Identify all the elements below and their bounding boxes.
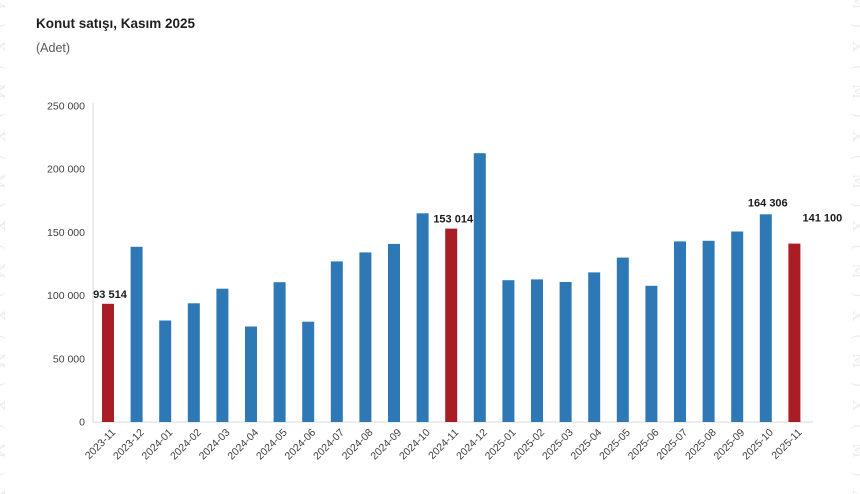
bar-2024-08 [359, 252, 372, 422]
bar-2024-04 [245, 326, 257, 422]
bar-2025-06 [645, 285, 658, 422]
bar-2024-12 [473, 153, 486, 422]
y-tick-label: 100 000 [47, 290, 85, 302]
y-tick-label: 200 000 [47, 164, 85, 176]
value-label-2024-11: 153 014 [433, 214, 474, 226]
bar-2024-01 [159, 320, 172, 422]
value-label-2025-11: 141 100 [803, 213, 843, 225]
y-tick-label: 250 000 [47, 101, 85, 113]
y-tick-label: 50 000 [53, 353, 85, 365]
bar-2025-11 [788, 243, 801, 422]
y-tick-label: 0 [79, 417, 85, 429]
bar-2024-05 [273, 282, 286, 422]
bar-2024-06 [302, 321, 315, 422]
x-tick-label-2025-10: 2025-10 [740, 427, 776, 463]
bar-2025-07 [674, 241, 686, 422]
bar-2023-12 [130, 246, 143, 422]
bar-2024-09 [388, 243, 400, 422]
bar-2025-02 [531, 279, 543, 422]
chart-title: Konut satışı, Kasım 2025 [36, 16, 196, 31]
chart-unit-label: (Adet) [36, 41, 71, 55]
value-label-2025-10: 164 306 [748, 197, 788, 209]
bar-2025-08 [702, 240, 715, 422]
bar-2024-07 [330, 261, 343, 422]
bar-2025-03 [559, 282, 572, 422]
y-tick-label: 150 000 [47, 227, 85, 239]
bar-2024-03 [216, 288, 229, 422]
right-edge-ornament: M)X(M)X(M)X(M)X(M)X(M)X(M)X(M)X(M)X(M)X(… [851, 0, 860, 494]
bar-2025-01 [502, 280, 515, 422]
bar-2025-09 [731, 231, 744, 422]
value-label-2023-11: 93 514 [93, 289, 128, 301]
bar-2024-11 [445, 228, 458, 422]
bar-2023-11 [102, 303, 114, 422]
bar-2024-10 [416, 213, 429, 422]
bar-2025-04 [588, 272, 601, 422]
bar-2024-02 [187, 303, 200, 422]
x-tick-label-2025-11: 2025-11 [769, 427, 804, 462]
x-tick-label-2024-10: 2024-10 [397, 427, 433, 463]
left-edge-ornament: M)X(M)X(M)X(M)X(M)X(M)X(M)X(M)X(M)X(M)X(… [0, 0, 8, 494]
bar-2025-10 [759, 214, 772, 422]
bar-2025-05 [616, 257, 629, 422]
